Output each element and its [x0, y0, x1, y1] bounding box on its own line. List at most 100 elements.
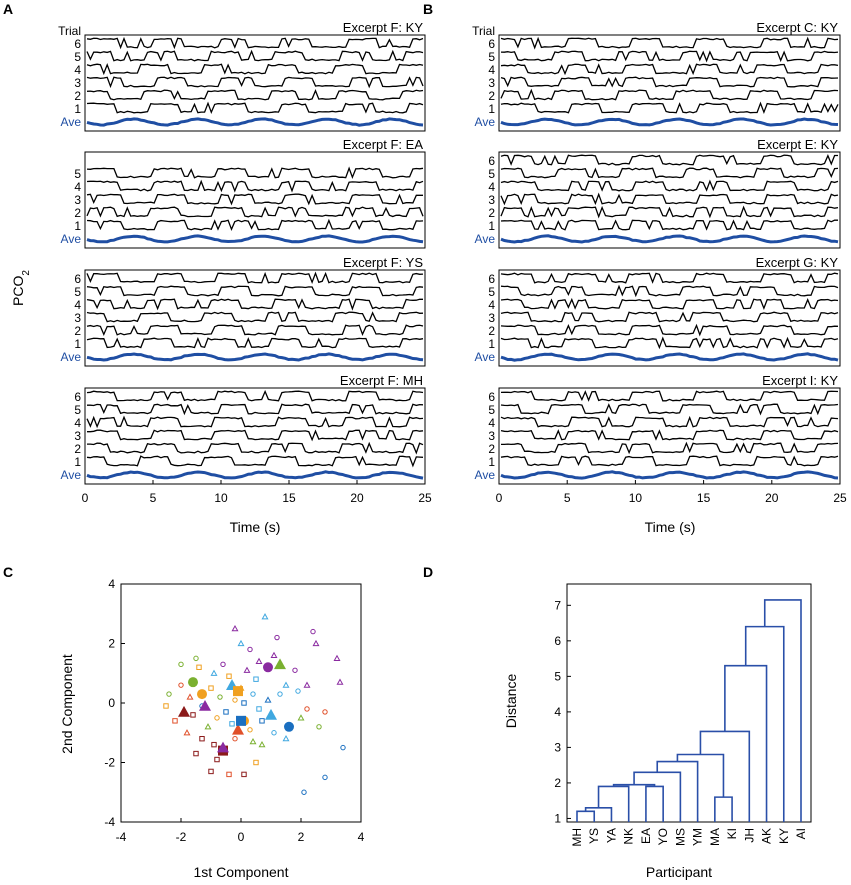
average-trace — [500, 117, 839, 127]
trial-trace — [86, 76, 424, 89]
scatter-point — [258, 740, 266, 748]
trial-trace — [500, 36, 839, 50]
leaf-label: YA — [604, 828, 618, 843]
scatter-point — [241, 700, 247, 706]
trial-trace — [500, 311, 839, 323]
scatter-point — [188, 677, 198, 688]
trial-label: 2 — [488, 89, 495, 103]
trial-label: 5 — [74, 285, 81, 299]
scatter-point — [193, 655, 199, 662]
scatter-point — [255, 657, 263, 664]
ave-label: Ave — [61, 115, 82, 129]
dendrogram-link — [633, 771, 682, 822]
trial-label: 5 — [74, 167, 81, 181]
trial-trace — [86, 206, 424, 218]
leaf-label: AK — [760, 828, 774, 844]
y-tick-label: -4 — [104, 815, 115, 829]
scatter-point — [250, 691, 256, 697]
scatter-point — [316, 724, 322, 730]
trial-trace — [86, 62, 424, 76]
scatter-point — [303, 681, 311, 688]
scatter-point — [292, 667, 298, 673]
ave-label: Ave — [61, 232, 82, 246]
trial-label: 6 — [74, 37, 81, 51]
dendrogram-link — [576, 810, 596, 822]
trial-label: 3 — [488, 76, 495, 90]
trial-label: 2 — [488, 442, 495, 456]
scatter-point — [214, 715, 220, 721]
scatter-point — [312, 639, 320, 647]
scatter-point — [264, 696, 272, 703]
x-tick-label: 0 — [82, 491, 89, 505]
scatter-point — [247, 646, 253, 653]
trial-label: 2 — [74, 89, 81, 103]
scatter-point — [322, 709, 328, 715]
scatter-point — [233, 686, 243, 697]
y-tick-label: 2 — [554, 776, 561, 790]
scatter-point — [166, 691, 172, 697]
leaf-label: KY — [777, 828, 791, 844]
trial-trace — [87, 441, 424, 455]
trial-label: 4 — [488, 180, 495, 194]
trial-trace — [86, 415, 424, 429]
scatter-point — [270, 651, 278, 659]
x-tick-label: 15 — [282, 491, 296, 505]
y-tick-label: 5 — [554, 669, 561, 683]
trial-label: 5 — [488, 403, 495, 417]
trial-header: Trial — [58, 24, 81, 38]
x-tick-label: 5 — [150, 491, 157, 505]
scatter-point — [210, 669, 218, 676]
y-tick-label: 4 — [108, 577, 115, 591]
scatter-point — [271, 730, 277, 736]
trial-label: 6 — [74, 272, 81, 286]
trial-trace — [500, 455, 839, 467]
x-tick-label: 0 — [496, 491, 503, 505]
scatter-point — [190, 712, 196, 718]
trial-label: 1 — [74, 219, 81, 233]
scatter-point — [211, 741, 217, 748]
trial-trace — [500, 205, 839, 219]
y-tick-label: 6 — [554, 634, 561, 648]
scatter-point — [163, 703, 169, 709]
trial-label: 4 — [488, 298, 495, 312]
leaf-label: KI — [725, 828, 739, 839]
pco2-axis-label: PCO2 — [10, 270, 32, 306]
leaf-label: EA — [639, 828, 653, 844]
average-trace — [86, 117, 424, 127]
trial-label: 6 — [488, 37, 495, 51]
scatter-point — [223, 709, 229, 715]
trial-label: 3 — [74, 193, 81, 207]
trial-label: 4 — [488, 63, 495, 77]
average-trace — [500, 470, 839, 480]
ave-label: Ave — [61, 468, 82, 482]
scatter-point — [196, 664, 202, 670]
time-axis-label-b: Time (s) — [645, 519, 696, 535]
panel-d-dendrogram: 7 6 5 4 3 2 1 MH YS YA NK EA YO MS YM MA KI JH AK KY AI — [554, 583, 812, 847]
trial-trace — [86, 324, 424, 337]
trial-header: Trial — [472, 24, 495, 38]
trial-trace — [86, 285, 424, 297]
trial-trace — [500, 167, 839, 179]
trial-trace — [501, 441, 839, 455]
trial-label: 1 — [488, 102, 495, 116]
trial-trace — [87, 429, 424, 442]
dendrogram-link — [724, 664, 768, 822]
scatter-frame — [120, 583, 362, 823]
y-tick-label: -2 — [104, 756, 115, 770]
leaf-label: YM — [691, 828, 705, 846]
trial-trace — [87, 403, 424, 416]
trial-trace — [86, 101, 424, 115]
trial-label: 5 — [74, 403, 81, 417]
scatter-point — [193, 750, 199, 757]
trial-label: 3 — [488, 429, 495, 443]
leaf-label: MS — [673, 828, 687, 846]
scatter-point — [172, 718, 178, 724]
trial-label: 4 — [74, 298, 81, 312]
trial-trace — [500, 219, 838, 231]
dendrogram-link — [714, 796, 733, 822]
scatter-point — [178, 705, 190, 717]
subplot-frame — [84, 387, 426, 485]
trial-label: 2 — [488, 206, 495, 220]
trial-trace — [500, 88, 839, 101]
